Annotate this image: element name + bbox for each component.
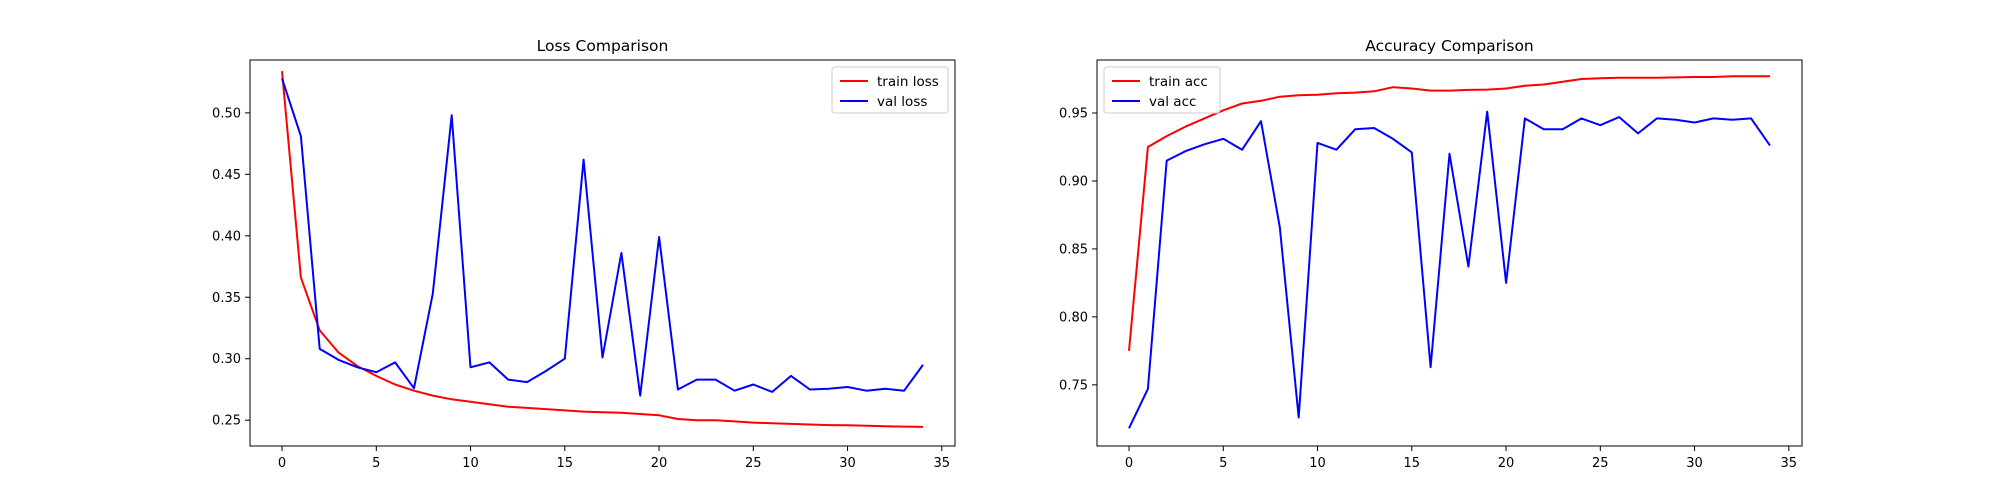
y-tick-label: 0.45 xyxy=(212,168,241,183)
legend-label: val acc xyxy=(1149,94,1196,110)
x-tick-label: 15 xyxy=(557,456,574,471)
series-line-val-acc xyxy=(1128,110,1771,429)
x-tick-label: 20 xyxy=(651,456,668,471)
x-tick-label: 0 xyxy=(278,456,286,471)
x-tick-label: 15 xyxy=(1404,456,1421,471)
axes-frame xyxy=(249,59,956,447)
y-tick-label: 0.30 xyxy=(212,352,241,367)
x-tick-label: 0 xyxy=(1125,456,1133,471)
x-tick-label: 10 xyxy=(1309,456,1326,471)
series-line-train-loss xyxy=(281,71,924,428)
x-tick-label: 5 xyxy=(1219,456,1227,471)
series-line-train-acc xyxy=(1128,75,1770,351)
chart-title: Loss Comparison xyxy=(537,37,669,55)
y-tick-label: 0.25 xyxy=(212,414,241,429)
plot-area: 0 5 10 15 20 25 30 35 0.75 0.80 0.85 0.90 0.95 xyxy=(1059,59,1803,471)
y-tick-label: 0.95 xyxy=(1059,107,1088,122)
legend-label: train acc xyxy=(1149,74,1208,90)
x-tick-label: 35 xyxy=(934,456,951,471)
y-tick-label: 0.90 xyxy=(1059,174,1088,189)
y-tick-label: 0.50 xyxy=(212,106,241,121)
y-tick-label: 0.35 xyxy=(212,291,241,306)
legend: train loss val loss xyxy=(831,66,949,114)
x-tick-label: 5 xyxy=(372,456,380,471)
x-tick-label: 20 xyxy=(1498,456,1515,471)
series-line-val-loss xyxy=(281,78,924,397)
x-tick-label: 30 xyxy=(1686,456,1703,471)
y-tick-label: 0.75 xyxy=(1059,378,1088,393)
loss-chart: Loss Comparison 0 5 10 15 20 25 30 35 0.25 0.30 0.… xyxy=(212,37,956,471)
chart-title: Accuracy Comparison xyxy=(1365,37,1534,55)
x-tick-label: 25 xyxy=(745,456,762,471)
x-tick-label: 25 xyxy=(1592,456,1609,471)
plot-area: 0 5 10 15 20 25 30 35 0.25 0.30 0.35 0.40 0.45 0.50 xyxy=(212,59,956,471)
legend: train acc val acc xyxy=(1103,66,1221,114)
y-tick-label: 0.80 xyxy=(1059,310,1088,325)
legend-label: train loss xyxy=(877,74,939,90)
y-tick-label: 0.40 xyxy=(212,229,241,244)
x-tick-label: 35 xyxy=(1781,456,1798,471)
x-tick-label: 10 xyxy=(462,456,479,471)
accuracy-chart: Accuracy Comparison 0 5 10 15 20 25 30 35 0.75 0.… xyxy=(1059,37,1803,471)
x-tick-label: 30 xyxy=(839,456,856,471)
legend-label: val loss xyxy=(877,94,927,110)
y-tick-label: 0.85 xyxy=(1059,242,1088,257)
axes-frame xyxy=(1096,59,1803,447)
